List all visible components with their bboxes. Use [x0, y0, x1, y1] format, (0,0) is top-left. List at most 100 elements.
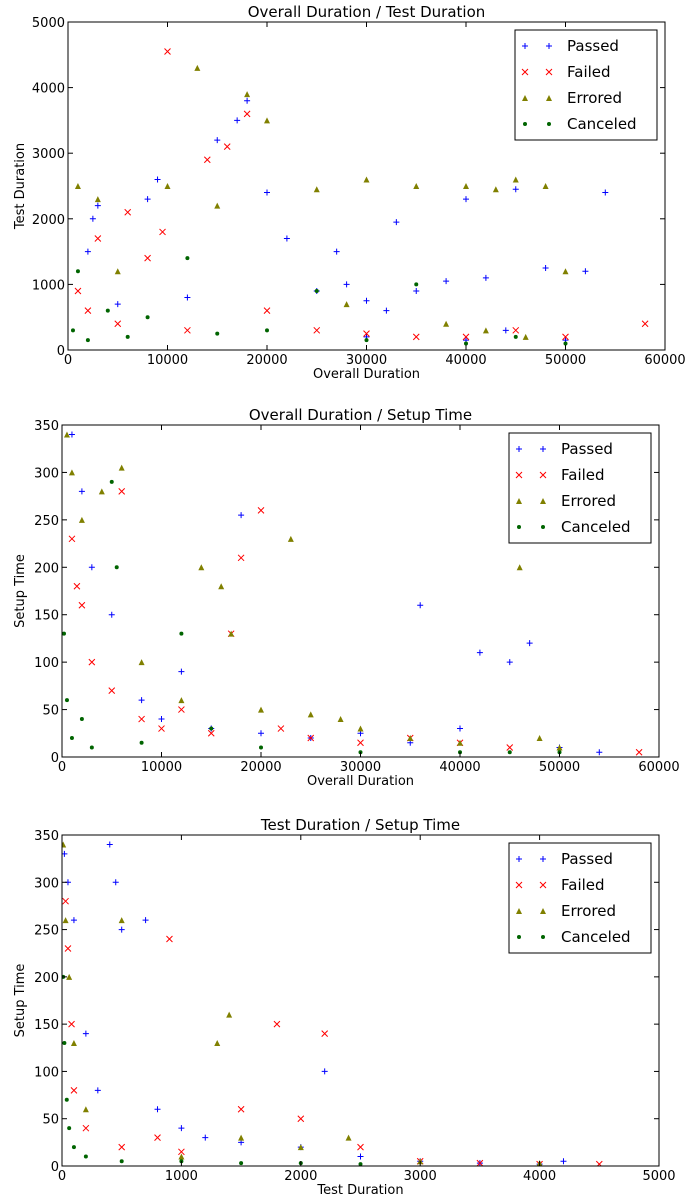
- point-errored: [363, 176, 370, 183]
- point-failed: [164, 48, 171, 55]
- point-failed: [321, 1030, 329, 1037]
- point-passed: [333, 248, 340, 255]
- legend-box: [508, 432, 652, 544]
- point-failed: [641, 320, 649, 328]
- legend-marker-canceled: [547, 122, 551, 126]
- point-failed: [237, 1105, 245, 1113]
- point-errored: [198, 564, 205, 571]
- point-errored: [68, 469, 75, 476]
- point-failed: [178, 706, 185, 713]
- chart-title: Overall Duration / Setup Time: [249, 406, 472, 424]
- point-canceled: [215, 331, 220, 336]
- point-passed: [512, 186, 519, 193]
- point-errored: [345, 1134, 352, 1141]
- point-errored: [98, 488, 105, 495]
- point-errored: [313, 186, 320, 193]
- point-errored: [118, 464, 125, 471]
- x-tick-label: 1000: [165, 1169, 198, 1184]
- point-errored: [457, 739, 463, 746]
- point-failed: [84, 307, 92, 314]
- point-passed: [118, 926, 125, 933]
- point-errored: [413, 183, 420, 189]
- point-passed: [443, 278, 450, 285]
- point-passed: [112, 879, 119, 886]
- point-passed: [84, 248, 91, 255]
- y-tick-label: 200: [34, 971, 59, 986]
- legend-marker-canceled: [517, 935, 521, 939]
- legend-marker-canceled: [517, 525, 521, 529]
- y-tick-label: 5000: [32, 16, 65, 31]
- x-tick-label: 10000: [147, 353, 188, 368]
- point-failed: [462, 333, 470, 341]
- x-tick-label: 20000: [240, 760, 281, 775]
- legend-entry-canceled: Canceled: [561, 928, 631, 946]
- x-tick-label: 60000: [638, 760, 679, 775]
- point-errored: [178, 697, 185, 704]
- point-passed: [202, 1134, 209, 1141]
- legend-marker-passed: [546, 43, 552, 49]
- point-failed: [243, 110, 251, 118]
- point-canceled: [139, 740, 144, 745]
- x-tick-label: 40000: [439, 760, 480, 775]
- point-failed: [635, 748, 643, 756]
- point-canceled: [185, 256, 190, 261]
- y-tick-label: 0: [57, 344, 65, 359]
- point-passed: [357, 1153, 364, 1160]
- point-failed: [178, 1148, 185, 1156]
- point-errored: [343, 301, 350, 308]
- point-passed: [154, 1106, 161, 1113]
- point-canceled: [64, 698, 69, 703]
- point-errored: [407, 735, 414, 742]
- y-tick-label: 250: [34, 514, 59, 529]
- point-errored: [94, 196, 101, 203]
- point-errored: [238, 1134, 245, 1141]
- point-passed: [94, 202, 101, 209]
- point-passed: [258, 730, 264, 737]
- point-failed: [118, 488, 126, 495]
- y-tick-label: 300: [34, 876, 59, 891]
- point-passed: [506, 659, 513, 666]
- point-failed: [357, 739, 364, 747]
- point-canceled: [109, 479, 114, 484]
- point-canceled: [259, 745, 263, 750]
- point-passed: [158, 716, 165, 723]
- point-canceled: [209, 726, 214, 731]
- point-failed: [68, 535, 76, 543]
- point-errored: [244, 91, 251, 98]
- x-tick-label: 10000: [141, 760, 182, 775]
- point-canceled: [513, 334, 518, 339]
- point-passed: [214, 137, 221, 144]
- y-tick-label: 0: [51, 1160, 59, 1175]
- point-errored: [214, 202, 221, 209]
- point-failed: [124, 208, 132, 216]
- point-failed: [357, 1143, 364, 1151]
- plot-frame: [61, 834, 660, 1167]
- x-tick-label: 0: [58, 1169, 66, 1184]
- legend-marker-failed: [545, 68, 553, 76]
- point-errored: [542, 183, 549, 189]
- legend-marker-passed: [540, 446, 546, 452]
- point-errored: [62, 841, 67, 848]
- point-failed: [207, 729, 215, 737]
- point-errored: [66, 973, 73, 980]
- point-failed: [108, 687, 116, 694]
- y-tick-label: 3000: [32, 147, 65, 162]
- point-failed: [144, 254, 151, 262]
- point-canceled: [179, 631, 184, 636]
- y-tick-label: 100: [34, 1065, 59, 1080]
- point-canceled: [62, 1041, 67, 1046]
- point-failed: [237, 554, 245, 562]
- point-passed: [178, 668, 185, 675]
- point-canceled: [70, 328, 75, 333]
- point-canceled: [239, 1161, 244, 1166]
- point-failed: [64, 945, 72, 952]
- point-canceled: [119, 1159, 124, 1164]
- x-tick-label: 40000: [445, 353, 486, 368]
- point-passed: [234, 117, 241, 124]
- point-canceled: [507, 750, 512, 755]
- legend: Passed Failed Errored Canceled: [508, 432, 652, 544]
- point-failed: [297, 1115, 305, 1123]
- point-canceled: [563, 341, 568, 346]
- point-errored: [82, 1106, 89, 1113]
